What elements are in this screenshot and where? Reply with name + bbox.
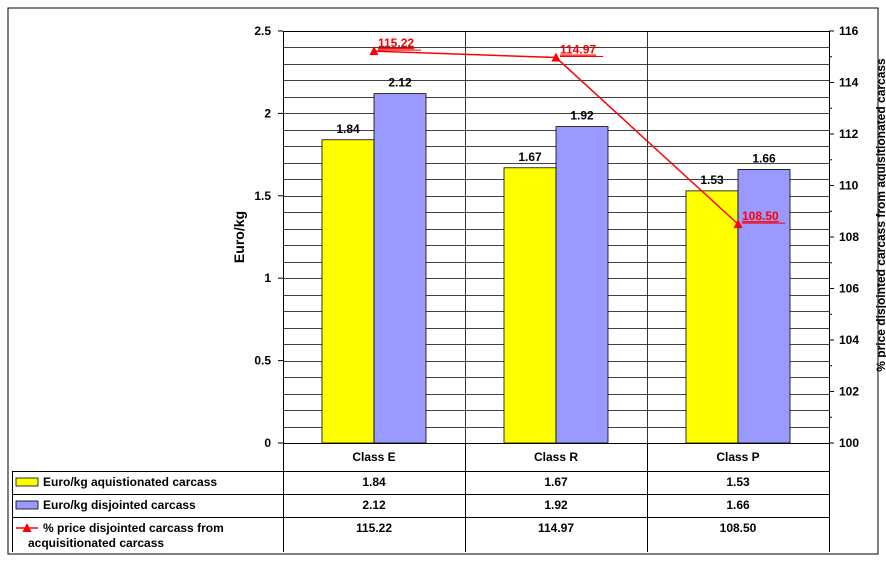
table-row-label: % price disjointed carcass from — [43, 521, 224, 535]
table-cell: 115.22 — [356, 521, 392, 535]
y-tick-label: 2.5 — [254, 24, 271, 38]
legend-triangle-marker — [22, 523, 32, 532]
y-tick-label: 0.5 — [254, 354, 271, 368]
bar-value-label: 1.67 — [518, 150, 542, 164]
y2-tick-label: 114 — [839, 76, 859, 90]
y2-tick-label: 112 — [839, 127, 859, 141]
table-row-label: Euro/kg disjointed carcass — [43, 498, 196, 512]
table-cell: 1.67 — [544, 475, 568, 489]
table-cell: 1.84 — [362, 475, 386, 489]
bar — [373, 93, 427, 444]
y2-tick-label: 116 — [839, 24, 859, 38]
bar-value-label: 1.66 — [752, 151, 776, 165]
category-label: Class E — [352, 450, 395, 464]
bar-value-label: 1.53 — [700, 173, 724, 187]
table-row-label: acquisitionated carcass — [28, 536, 164, 550]
bar — [555, 126, 609, 444]
y2-tick-label: 100 — [839, 436, 859, 450]
table-cell: 2.12 — [362, 498, 386, 512]
y-tick-label: 2 — [264, 106, 271, 120]
y2-tick-label: 108 — [839, 230, 859, 244]
y2-tick-label: 104 — [839, 333, 859, 347]
table-cell: 108.50 — [720, 521, 757, 535]
table-cell: 1.92 — [544, 498, 568, 512]
category-label: Class P — [716, 450, 759, 464]
table-cell: 1.66 — [726, 498, 750, 512]
line-value-label: 115.22 — [378, 36, 414, 50]
y2-tick-label: 106 — [839, 282, 859, 296]
bar — [737, 169, 791, 444]
y2-axis-title: % price disjointed carcass from aquisiti… — [874, 58, 886, 372]
bar-value-label: 1.92 — [570, 109, 594, 123]
triangle-marker — [369, 46, 379, 56]
table-cell: 1.53 — [726, 475, 750, 489]
bar-value-label: 2.12 — [388, 76, 412, 90]
line-value-label: 114.97 — [560, 43, 596, 57]
y2-tick-label: 102 — [839, 385, 859, 399]
y-axis-title: Euro/kg — [231, 211, 247, 263]
bar — [503, 167, 557, 444]
y-tick-label: 1 — [264, 271, 271, 285]
table-cell: 114.97 — [538, 521, 574, 535]
y-tick-label: 1.5 — [254, 189, 271, 203]
y-tick-label: 0 — [264, 436, 271, 450]
category-label: Class R — [534, 450, 578, 464]
y2-tick-label: 110 — [839, 179, 859, 193]
bar — [685, 190, 739, 444]
bar — [321, 139, 375, 444]
triangle-marker — [733, 219, 743, 229]
line-value-label: 108.50 — [742, 209, 779, 223]
bar-value-label: 1.84 — [336, 122, 360, 136]
table-row-label: Euro/kg aquistionated carcass — [43, 475, 217, 489]
legend-swatch — [15, 500, 39, 510]
legend-swatch — [15, 477, 39, 487]
triangle-marker — [551, 52, 561, 62]
